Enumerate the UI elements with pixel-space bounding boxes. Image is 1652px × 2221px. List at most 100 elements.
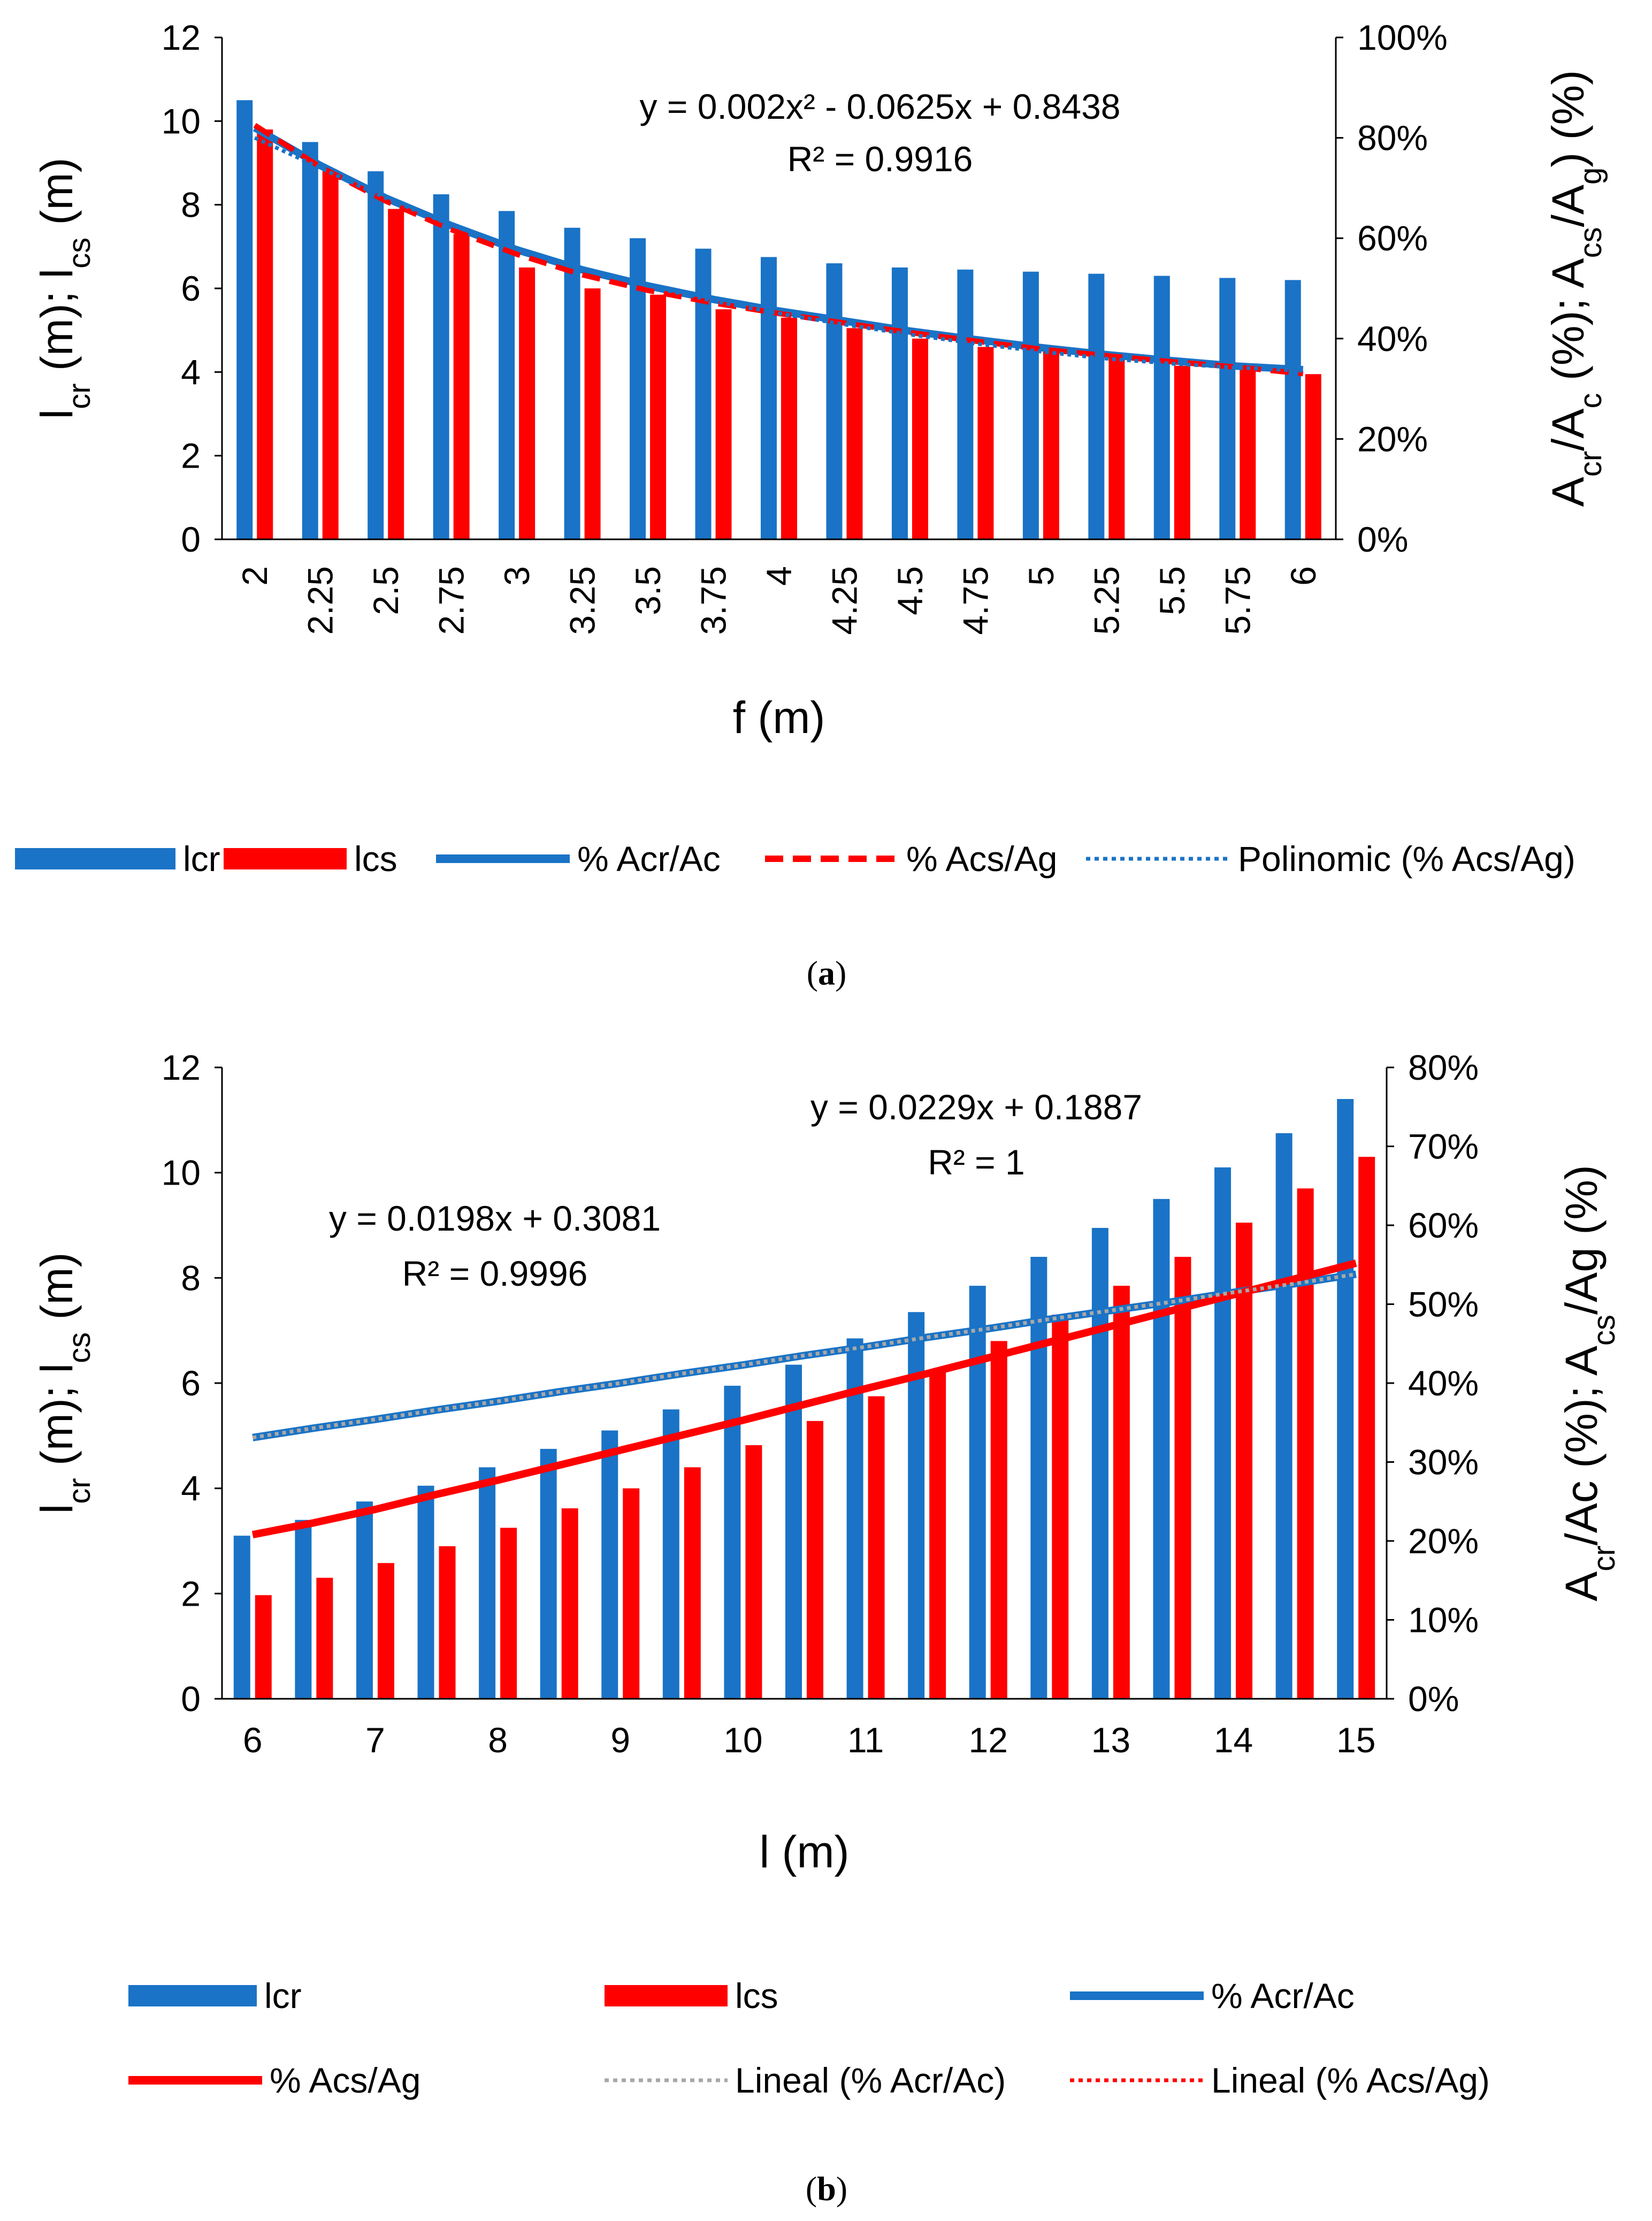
y-right-tick-label: 70%: [1408, 1127, 1479, 1166]
y-left-tick-label: 0: [181, 1679, 201, 1719]
bar-lcs-7: [377, 1563, 394, 1699]
trendline-annotation: y = 0.002x² - 0.0625x + 0.8438: [640, 87, 1121, 126]
y-right-tick-label: 50%: [1408, 1285, 1479, 1324]
y-left-tick-label: 12: [162, 1048, 201, 1087]
legend-swatch: [224, 848, 347, 869]
bar-lcs-2: [257, 129, 273, 539]
bar-lcr-2: [236, 100, 253, 539]
y-left-tick-label: 12: [162, 18, 201, 57]
x-tick-label: 4.75: [955, 566, 995, 635]
y-right-axis-title: Acr/Ac (%); Acs/Ag (%): [1556, 1165, 1622, 1601]
bar-lcs-11: [868, 1396, 885, 1699]
x-tick-label: 15: [1336, 1720, 1375, 1760]
y-left-tick-label: 10: [162, 101, 201, 141]
bar-lcs-7.5: [439, 1546, 456, 1699]
x-tick-label: 2.5: [366, 566, 406, 615]
legend-label: lcr: [183, 839, 220, 879]
bar-lcs-6: [255, 1595, 272, 1699]
bar-lcs-11.5: [929, 1370, 946, 1699]
bar-lcs-13: [1113, 1286, 1130, 1699]
bar-lcr-11.5: [908, 1312, 925, 1699]
bar-lcs-12.5: [1052, 1315, 1069, 1699]
trendline-annotation: y = 0.0198x + 0.3081: [329, 1199, 661, 1238]
line-polinomic-acs-ag-: [254, 136, 1303, 373]
legend-swatch: [128, 1985, 257, 2006]
y-right-tick-label: 20%: [1408, 1521, 1479, 1561]
legend-item: Lineal (% Acr/Ac): [605, 2060, 1006, 2100]
x-tick-label: 10: [723, 1720, 762, 1760]
bar-lcs-10.5: [807, 1421, 823, 1699]
y-right-tick-label: 60%: [1357, 218, 1428, 258]
x-tick-label: 6: [243, 1720, 263, 1760]
bar-lcr-15: [1337, 1099, 1354, 1699]
line-lineal-acs-ag-: [252, 1261, 1357, 1537]
bar-lcs-8.5: [561, 1508, 578, 1699]
bar-lcs-4.25: [846, 328, 863, 539]
bar-lcs-3.25: [584, 288, 601, 539]
bar-lcs-15: [1358, 1157, 1375, 1699]
bar-lcs-3.5: [650, 294, 667, 539]
line-lineal-acr-ac-: [252, 1272, 1357, 1440]
x-tick-label: 5.75: [1218, 566, 1257, 635]
bar-lcs-12: [990, 1341, 1007, 1699]
y-left-tick-label: 8: [181, 185, 201, 225]
bar-lcs-5.5: [1174, 365, 1190, 539]
bar-lcs-13.5: [1174, 1257, 1191, 1699]
bar-lcs-14.5: [1297, 1188, 1314, 1699]
x-tick-label: 5: [1021, 566, 1061, 586]
x-tick-label: 5.25: [1087, 566, 1126, 635]
bar-lcs-3: [519, 267, 536, 539]
panel-caption: (a): [807, 954, 847, 992]
bar-lcs-6: [1305, 374, 1321, 539]
bar-lcs-2.75: [453, 234, 470, 540]
x-tick-label: 6: [1283, 566, 1323, 586]
y-left-tick-label: 10: [162, 1153, 201, 1193]
x-tick-label: 3.75: [694, 566, 733, 635]
bar-lcr-4: [761, 257, 777, 539]
y-left-axis-title: lcr (m); lcs (m): [32, 1253, 97, 1514]
bar-lcs-4.75: [977, 347, 994, 539]
bar-lcr-5: [1022, 271, 1039, 539]
y-right-tick-label: 40%: [1408, 1363, 1479, 1403]
y-left-tick-label: 2: [181, 1574, 201, 1613]
bar-lcr-10: [724, 1385, 741, 1699]
bar-lcr-5.25: [1088, 273, 1105, 539]
y-right-tick-label: 60%: [1408, 1205, 1479, 1245]
legend-label: Lineal (% Acs/Ag): [1211, 2060, 1490, 2100]
bar-lcr-8.5: [540, 1448, 557, 1699]
x-tick-label: 9: [610, 1720, 630, 1760]
x-tick-label: 7: [365, 1720, 385, 1760]
bar-lcs-8: [500, 1528, 517, 1699]
legend-item: lcs: [224, 839, 397, 879]
legend-item: % Acs/Ag: [128, 2060, 420, 2100]
y-right-tick-label: 0%: [1408, 1679, 1459, 1719]
bar-lcr-7.5: [417, 1485, 434, 1699]
legend-label: % Acs/Ag: [906, 839, 1057, 879]
bar-lcr-2.75: [433, 194, 449, 539]
bar-lcr-6: [1284, 280, 1301, 539]
bar-lcs-5.75: [1240, 370, 1256, 539]
legend-item: % Acr/Ac: [1070, 1976, 1355, 2016]
trendline-annotation: R² = 0.9916: [787, 139, 973, 179]
x-tick-label: 3.5: [628, 566, 668, 615]
bar-lcr-6.5: [295, 1520, 312, 1699]
y-left-tick-label: 8: [181, 1258, 201, 1298]
legend-item: % Acs/Ag: [765, 839, 1057, 879]
legend-label: lcs: [735, 1976, 778, 2016]
trendline-annotation: R² = 1: [928, 1142, 1025, 1182]
legend-label: % Acs/Ag: [270, 2060, 420, 2100]
bar-lcs-5: [1043, 351, 1059, 539]
trendline-annotation: y = 0.0229x + 0.1887: [810, 1087, 1142, 1127]
legend-swatch: [15, 848, 175, 869]
x-tick-label: 4.5: [890, 566, 930, 615]
bar-lcr-14.5: [1275, 1133, 1292, 1699]
legend-item: lcr: [128, 1976, 302, 2016]
legend-swatch: [605, 1985, 728, 2006]
bar-lcs-2.5: [388, 209, 404, 539]
bar-lcs-2.25: [322, 171, 339, 540]
x-tick-label: 14: [1214, 1720, 1253, 1760]
legend-item: Polinomic (% Acs/Ag): [1086, 839, 1575, 879]
y-left-tick-label: 4: [181, 352, 201, 392]
legend-label: Lineal (% Acr/Ac): [735, 2060, 1006, 2100]
